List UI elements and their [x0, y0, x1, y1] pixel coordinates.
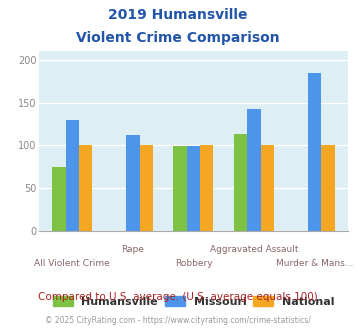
Bar: [140, 145, 153, 231]
Bar: [308, 73, 321, 231]
Bar: [247, 109, 261, 231]
Bar: [321, 145, 334, 231]
Text: © 2025 CityRating.com - https://www.cityrating.com/crime-statistics/: © 2025 CityRating.com - https://www.city…: [45, 316, 310, 325]
Text: Compared to U.S. average. (U.S. average equals 100): Compared to U.S. average. (U.S. average …: [38, 292, 317, 302]
Text: Robbery: Robbery: [175, 259, 212, 268]
Bar: [261, 145, 274, 231]
Bar: [66, 120, 79, 231]
Text: 2019 Humansville: 2019 Humansville: [108, 8, 247, 22]
Bar: [187, 146, 200, 231]
Text: Murder & Mans...: Murder & Mans...: [276, 259, 353, 268]
Bar: [234, 134, 247, 231]
Legend: Humansville, Missouri, National: Humansville, Missouri, National: [49, 292, 338, 310]
Text: Rape: Rape: [121, 245, 144, 254]
Bar: [174, 146, 187, 231]
Bar: [126, 135, 140, 231]
Text: All Violent Crime: All Violent Crime: [34, 259, 110, 268]
Bar: [79, 145, 92, 231]
Text: Aggravated Assault: Aggravated Assault: [210, 245, 298, 254]
Text: Violent Crime Comparison: Violent Crime Comparison: [76, 31, 279, 45]
Bar: [53, 167, 66, 231]
Bar: [200, 145, 213, 231]
